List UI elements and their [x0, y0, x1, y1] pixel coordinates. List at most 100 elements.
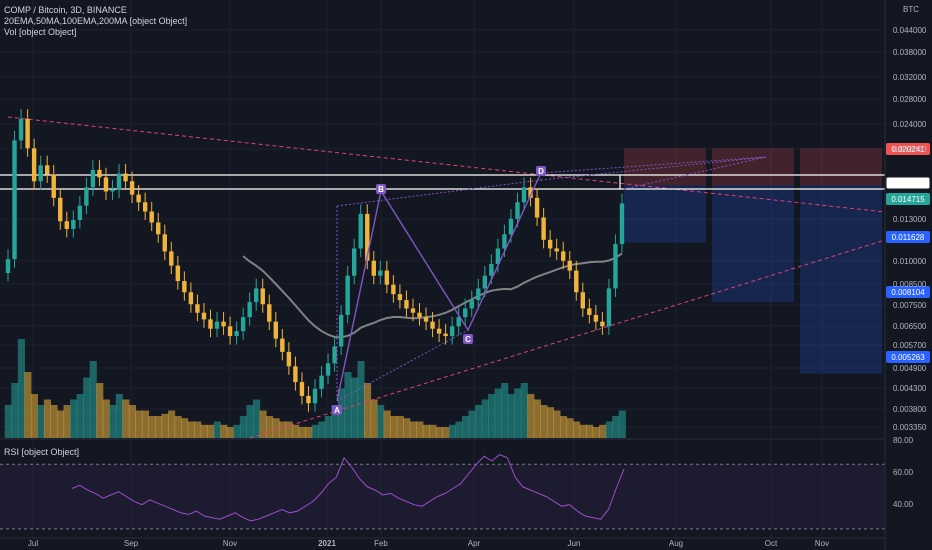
volume-bar	[174, 416, 182, 438]
candle-body	[508, 218, 514, 235]
candle-body	[156, 222, 161, 235]
candle-body	[31, 148, 37, 182]
candle-body	[175, 265, 181, 282]
volume-bar	[194, 421, 202, 438]
candle-body	[613, 244, 618, 289]
volume-bar	[396, 416, 404, 438]
volume-bar	[520, 383, 528, 438]
volume-bar	[252, 399, 261, 438]
x-tick-label: Aug	[669, 539, 683, 548]
candle-body	[365, 213, 370, 261]
volume-bar	[233, 424, 241, 438]
candle-body	[280, 338, 285, 352]
volume-bar	[344, 372, 352, 438]
volume-bar	[448, 424, 457, 438]
candle-body	[273, 321, 279, 339]
candle-body	[260, 288, 265, 305]
price-tag-label: 0.008104	[891, 288, 925, 297]
candle-body	[587, 308, 592, 315]
candle-body	[247, 302, 252, 318]
y-tick-label: 0.004300	[893, 384, 927, 393]
candle-body	[267, 304, 272, 322]
x-tick-label: Apr	[468, 539, 481, 548]
take-profit-zone	[800, 185, 882, 374]
candle-body	[103, 177, 109, 192]
candle-body	[5, 259, 11, 273]
volume-bar	[239, 416, 248, 438]
candle-body	[482, 275, 488, 289]
candle-body	[476, 288, 481, 301]
candle-body	[443, 333, 448, 337]
volume-bar	[161, 413, 169, 438]
rsi-legend[interactable]: RSI [object Object]	[4, 447, 80, 457]
volume-bar	[122, 399, 130, 438]
volume-bar	[37, 405, 45, 438]
rsi-tick-label: 80.00	[893, 436, 914, 445]
stop-loss-zone	[624, 148, 706, 186]
volume-bar	[30, 394, 38, 438]
price-tag-label: 0.014715	[891, 195, 925, 204]
candle-body	[286, 351, 292, 367]
volume-bar	[4, 405, 12, 438]
volume-bar	[357, 361, 365, 438]
volume-bar	[154, 416, 163, 438]
volume-bar	[70, 399, 78, 438]
price-tag-label: 0.011628	[892, 233, 925, 242]
volume-bar	[331, 405, 339, 438]
candle-body	[84, 187, 89, 206]
volume-bar	[377, 405, 385, 438]
volume-bar	[612, 416, 620, 438]
candle-body	[547, 239, 553, 249]
y-tick-label: 0.006500	[893, 322, 927, 331]
candle-body	[410, 308, 416, 313]
volume-bar	[141, 410, 150, 438]
volume-bar	[501, 383, 509, 438]
volume-bar	[409, 421, 417, 438]
candle-body	[123, 173, 128, 182]
volume-bar	[200, 424, 208, 438]
candle-body	[397, 294, 403, 301]
candle-body	[600, 321, 605, 327]
abcd-extension-lower	[619, 156, 767, 191]
volume-bar	[416, 421, 424, 438]
candle-body	[319, 375, 324, 389]
volume-bar	[605, 421, 613, 438]
volume-bar	[488, 394, 496, 438]
candle-body	[64, 221, 69, 229]
candle-body	[306, 395, 311, 404]
pattern-point-label: D	[538, 167, 544, 176]
candle-body	[404, 300, 409, 309]
volume-bar	[207, 424, 215, 438]
candle-body	[299, 382, 305, 396]
indicators-legend[interactable]: 20EMA,50MA,100EMA,200MA [object Object]	[4, 16, 188, 26]
volume-bar	[266, 416, 274, 438]
candle-body	[110, 189, 115, 192]
x-tick-label: Feb	[374, 539, 388, 548]
volume-bar	[429, 424, 437, 438]
volume-bar	[56, 410, 65, 438]
volume-legend[interactable]: Vol [object Object]	[4, 27, 77, 37]
candle-body	[371, 260, 376, 276]
volume-bar	[128, 405, 136, 438]
candle-body	[97, 169, 102, 178]
price-tag-box	[886, 286, 930, 298]
candle-body	[25, 118, 30, 149]
candle-body	[358, 213, 363, 249]
candle-body	[449, 326, 455, 337]
volume-bar	[461, 416, 470, 438]
volume-bar	[135, 410, 143, 438]
y-tick-label: 0.003350	[893, 423, 927, 432]
y-tick-label: 0.003800	[893, 405, 927, 414]
volume-bar	[546, 407, 555, 438]
candle-body	[44, 165, 50, 175]
candle-body	[90, 169, 96, 188]
volume-bar	[514, 388, 522, 438]
rsi-line	[71, 454, 625, 522]
y-tick-label: 0.024000	[893, 120, 927, 129]
volume-bar	[311, 424, 319, 438]
candle-body	[384, 270, 390, 285]
volume-bar	[50, 405, 58, 438]
volume-bar	[435, 427, 443, 438]
